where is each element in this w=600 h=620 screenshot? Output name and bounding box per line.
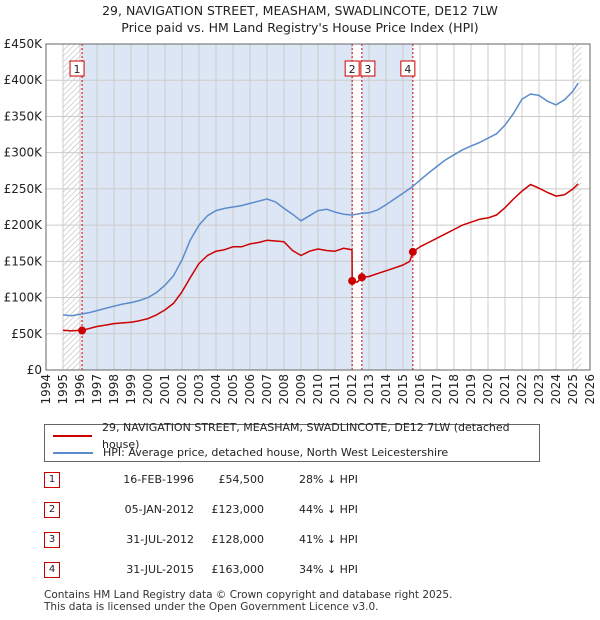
- hpi-line: [62, 82, 579, 317]
- annotation-box: [344, 60, 360, 77]
- sale-hpi-diff: 28% ↓ HPI: [299, 473, 358, 486]
- sale-number: 4: [44, 562, 60, 578]
- sale-hpi-diff: 44% ↓ HPI: [299, 503, 358, 516]
- x-tick-label: 1998: [107, 374, 121, 405]
- x-tick-label: 2018: [447, 374, 461, 405]
- legend-item-hpi: HPI: Average price, detached house, Nort…: [53, 444, 448, 461]
- y-tick-label: £150K: [4, 254, 44, 268]
- x-tick-label: 2005: [226, 374, 240, 405]
- x-tick-label: 2001: [158, 374, 172, 405]
- y-tick-label: £100K: [4, 291, 44, 305]
- x-tick-label: 2019: [464, 374, 478, 405]
- x-tick-label: 1995: [56, 374, 70, 405]
- x-tick-label: 2022: [515, 374, 529, 405]
- footer-line-1: Contains HM Land Registry data © Crown c…: [44, 589, 453, 601]
- annotation-label: 3: [364, 63, 371, 76]
- x-tick-label: 2007: [260, 374, 274, 405]
- annotation-box: [69, 60, 85, 77]
- x-tick-label: 2020: [481, 374, 495, 405]
- y-tick-label: £350K: [4, 109, 44, 123]
- annotation-box: [400, 60, 416, 77]
- annotation-label: 4: [404, 63, 411, 76]
- ownership-shade: [361, 44, 413, 370]
- x-tick-label: 1999: [124, 374, 138, 405]
- x-tick-label: 2025: [566, 374, 580, 405]
- annotation-box: [360, 60, 376, 77]
- plot-frame: [45, 43, 591, 371]
- sale-date: 05-JAN-2012: [124, 503, 194, 516]
- x-tick-label: 2013: [362, 374, 376, 405]
- sale-point: [78, 326, 87, 335]
- table-row: 4 31-JUL-2015 £163,000 34% ↓ HPI: [44, 562, 564, 582]
- x-tick-label: 2000: [141, 374, 155, 405]
- y-tick-label: £0: [27, 363, 42, 377]
- sale-hpi-diff: 34% ↓ HPI: [299, 563, 358, 576]
- sale-price: £128,000: [211, 533, 265, 546]
- y-tick-label: £50K: [11, 327, 43, 341]
- x-tick-label: 2004: [209, 374, 223, 405]
- table-row: 3 31-JUL-2012 £128,000 41% ↓ HPI: [44, 532, 564, 552]
- sale-point: [408, 247, 417, 256]
- ownership-shade: [82, 44, 353, 370]
- annotation-label: 1: [74, 63, 81, 76]
- x-tick-label: 1996: [73, 374, 87, 405]
- hatched-region: [63, 44, 83, 370]
- sale-price: £123,000: [211, 503, 265, 516]
- footer-attribution: Contains HM Land Registry data © Crown c…: [44, 589, 452, 613]
- x-tick-label: 2010: [311, 374, 325, 405]
- x-tick-label: 2016: [413, 374, 427, 405]
- x-tick-label: 2012: [345, 374, 359, 405]
- sale-number: 3: [44, 532, 60, 548]
- x-tick-label: 2002: [175, 374, 189, 405]
- x-tick-label: 2021: [498, 374, 512, 405]
- sale-point: [357, 273, 366, 282]
- y-tick-label: £300K: [4, 146, 44, 160]
- x-tick-label: 2024: [549, 374, 563, 405]
- legend-label-hpi: HPI: Average price, detached house, Nort…: [103, 446, 449, 459]
- annotation-label: 2: [349, 63, 356, 76]
- sale-hpi-diff: 41% ↓ HPI: [299, 533, 358, 546]
- x-tick-label: 2003: [192, 374, 206, 405]
- legend-swatch-price: [53, 434, 92, 437]
- chart-legend: 29, NAVIGATION STREET, MEASHAM, SWADLINC…: [44, 421, 540, 462]
- sale-price: £54,500: [218, 473, 265, 486]
- x-tick-label: 2006: [243, 374, 257, 405]
- x-tick-label: 1994: [39, 374, 53, 405]
- sale-date: 31-JUL-2015: [126, 563, 194, 576]
- x-tick-label: 2014: [379, 374, 393, 405]
- x-tick-label: 2008: [277, 374, 291, 405]
- x-tick-label: 2023: [532, 374, 546, 405]
- x-tick-label: 2009: [294, 374, 308, 405]
- table-row: 2 05-JAN-2012 £123,000 44% ↓ HPI: [44, 502, 564, 522]
- y-tick-label: £450K: [4, 37, 44, 51]
- hatched-region: [573, 44, 582, 370]
- legend-item-price: 29, NAVIGATION STREET, MEASHAM, SWADLINC…: [53, 421, 539, 451]
- sale-price: £163,000: [211, 563, 265, 576]
- sale-date: 16-FEB-1996: [123, 473, 194, 486]
- x-tick-label: 2017: [430, 374, 444, 405]
- legend-label-price: 29, NAVIGATION STREET, MEASHAM, SWADLINC…: [101, 420, 510, 451]
- title-line-2: Price paid vs. HM Land Registry's House …: [121, 20, 479, 35]
- sale-point: [348, 276, 357, 285]
- sale-number: 2: [44, 502, 60, 518]
- price-paid-line: [62, 183, 579, 332]
- footer-line-2: This data is licensed under the Open Gov…: [44, 601, 379, 613]
- x-tick-label: 1997: [90, 374, 104, 405]
- table-row: 1 16-FEB-1996 £54,500 28% ↓ HPI: [44, 472, 564, 492]
- sale-number: 1: [44, 472, 60, 488]
- title-line-1: 29, NAVIGATION STREET, MEASHAM, SWADLINC…: [102, 3, 498, 18]
- y-tick-label: £400K: [4, 73, 44, 87]
- y-tick-label: £200K: [4, 218, 44, 232]
- y-tick-label: £250K: [4, 182, 44, 196]
- x-tick-label: 2015: [396, 374, 410, 405]
- legend-swatch-hpi: [53, 451, 93, 454]
- x-tick-label: 2011: [328, 374, 342, 405]
- sale-date: 31-JUL-2012: [126, 533, 194, 546]
- x-tick-label: 2026: [583, 374, 597, 405]
- chart-title: 29, NAVIGATION STREET, MEASHAM, SWADLINC…: [0, 0, 600, 36]
